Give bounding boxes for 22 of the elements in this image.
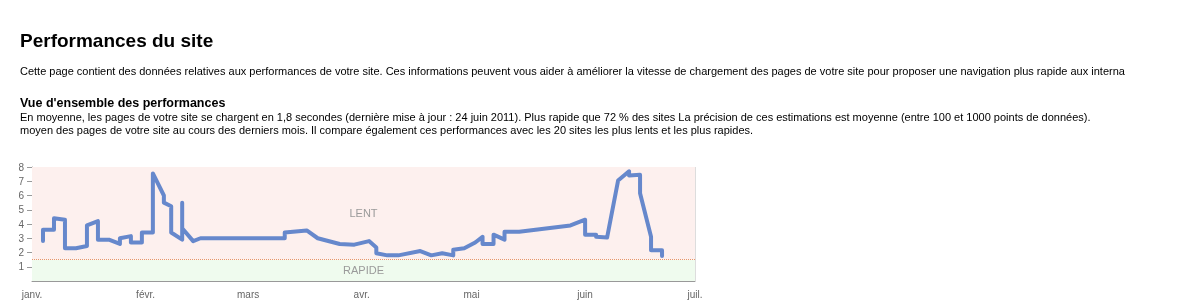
y-tick-label: 7	[18, 175, 25, 187]
band-label: RAPIDE	[343, 264, 384, 277]
y-tick-label: 8	[18, 161, 25, 173]
x-tick-label: mai	[463, 288, 480, 300]
y-tick-label: 5	[18, 204, 25, 216]
x-tick-label: févr.	[136, 288, 156, 300]
y-tick-label: 4	[18, 218, 25, 230]
chart-subtitle: Cette page contient des données relatives aux performances de votre site. Ces informations peuvent vous aider à améliorer la vitesse de chargement des pages de votre site pour proposer une navigation plus rapide aux interna	[20, 65, 1126, 77]
x-tick-label: juil.	[686, 288, 703, 300]
x-tick-label: juin	[576, 288, 593, 300]
band-label: LENT	[349, 207, 378, 220]
text: Vue d'ensemble des performances	[20, 96, 227, 110]
y-tick-label: 2	[18, 247, 25, 258]
y-tick-label: 6	[18, 190, 25, 201]
x-tick-label: mars	[237, 288, 260, 300]
text: En moyenne, les pages de votre site se chargent en 1,8 secondes (dernière mise à jour : 24 juin 2011). Plus rapide que 72 % des sites La précision de ces estimations est moyenne (entre 100 et 1000 points de données).	[20, 111, 1092, 123]
x-tick-label: avr.	[353, 288, 370, 300]
x-tick-label: janv.	[20, 288, 43, 300]
y-tick-label: 3	[18, 232, 25, 244]
text: moyen des pages de votre site au cours des derniers mois. Il compare également ces performances avec les 20 sites les plus lents et les plus rapides.	[20, 124, 755, 136]
y-tick-label: 1	[18, 261, 25, 273]
chart-title: Performances du site	[20, 30, 215, 52]
